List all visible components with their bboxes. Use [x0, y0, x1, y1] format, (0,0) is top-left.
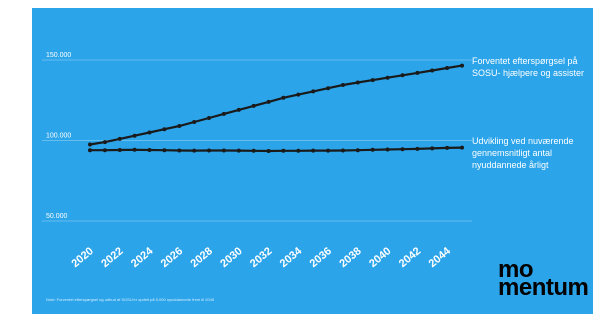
data-point [430, 146, 435, 151]
x-tick-label: 2020 [69, 245, 95, 270]
data-point [400, 73, 405, 78]
data-point [147, 130, 152, 135]
x-tick-label: 2028 [188, 245, 214, 270]
data-point [281, 95, 286, 100]
y-tick-label: 150.000 [46, 52, 71, 59]
footnote: Note: Forventet efterspørgsel og udbud a… [46, 297, 215, 302]
data-point [266, 99, 271, 104]
data-point [445, 145, 450, 150]
data-point [251, 103, 256, 108]
data-point [400, 147, 405, 152]
data-point [415, 146, 420, 151]
x-tick-label: 2030 [218, 245, 244, 270]
data-point [88, 148, 92, 153]
data-point [385, 147, 390, 152]
data-point [460, 63, 464, 68]
x-tick-label: 2044 [427, 245, 454, 270]
data-point [147, 148, 152, 152]
series-line-0 [89, 64, 463, 146]
x-tick-label: 2024 [129, 245, 156, 270]
data-point [132, 147, 137, 152]
series-label-demand: Forventet efterspørgsel på SOSU- hjælper… [472, 56, 585, 78]
y-tick-label: 100.000 [46, 133, 71, 140]
data-point [221, 148, 226, 153]
data-point [430, 68, 435, 73]
data-point [192, 120, 197, 124]
data-point [192, 148, 197, 153]
data-point [88, 142, 92, 147]
data-point [296, 92, 301, 97]
data-point [370, 78, 375, 83]
data-point [102, 148, 107, 153]
data-point [117, 136, 122, 141]
data-point [117, 148, 122, 152]
data-point [341, 148, 345, 153]
data-point [355, 148, 360, 153]
series-label-baseline: Udvikling ved nuværende gennemsnitligt a… [472, 136, 574, 170]
line-chart: 150.000 100.000 50.000 2020 2022 2024 2026 2028… [42, 52, 472, 270]
data-point [326, 86, 331, 91]
data-point [445, 66, 450, 70]
data-point [326, 148, 331, 153]
chart-panel: 150.000 100.000 50.000 2020 2022 2024 2026 2028… [32, 8, 593, 314]
x-tick-label: 2038 [337, 245, 363, 270]
data-point [460, 145, 464, 150]
data-point [266, 149, 271, 153]
x-tick-label: 2022 [99, 245, 125, 270]
data-point [207, 116, 211, 120]
data-point [311, 89, 316, 94]
data-point [311, 148, 316, 153]
data-point [177, 148, 182, 153]
data-point [415, 70, 420, 75]
data-point [162, 148, 167, 153]
x-tick-label: 2034 [278, 245, 305, 270]
series-line-1 [90, 146, 463, 153]
x-tick-label: 2036 [308, 245, 334, 270]
data-point [207, 148, 211, 153]
data-point [132, 133, 137, 138]
x-tick-label: 2026 [159, 245, 185, 270]
x-tick-label: 2040 [367, 245, 393, 270]
data-point [281, 148, 286, 153]
data-point [355, 80, 360, 85]
data-point [385, 75, 390, 80]
x-tick-label: 2032 [248, 245, 274, 270]
data-point [177, 124, 182, 128]
data-point [162, 127, 167, 132]
data-point [102, 140, 107, 145]
y-tick-label: 50.000 [46, 213, 68, 220]
data-point [236, 107, 241, 112]
data-point [341, 83, 345, 87]
data-point [370, 147, 375, 152]
momentum-logo: mo mentum [498, 256, 589, 301]
data-point [296, 148, 301, 153]
data-point [251, 148, 256, 153]
data-point [221, 111, 226, 116]
data-point [236, 148, 241, 153]
x-tick-label: 2042 [397, 245, 423, 270]
